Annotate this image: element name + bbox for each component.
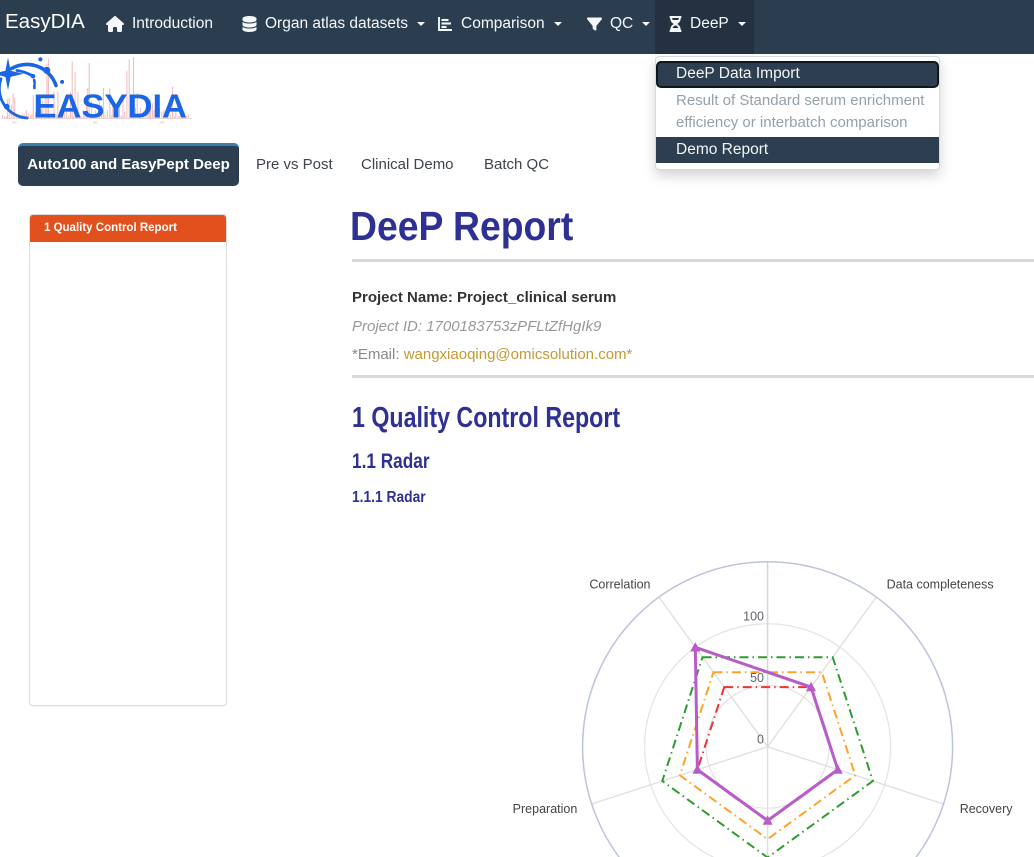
svg-text:Recovery: Recovery bbox=[960, 802, 1014, 816]
svg-text:20: 20 bbox=[93, 120, 98, 125]
svg-text:EASYDIA: EASYDIA bbox=[34, 88, 188, 125]
svg-text:100: 100 bbox=[743, 610, 764, 624]
svg-text:30: 30 bbox=[160, 120, 165, 125]
svg-text:10: 10 bbox=[12, 120, 17, 125]
svg-text:Correlation: Correlation bbox=[589, 578, 650, 592]
svg-text:Preparation: Preparation bbox=[513, 802, 578, 816]
svg-text:50: 50 bbox=[750, 671, 764, 685]
svg-text:0: 0 bbox=[757, 733, 764, 747]
svg-text:Data completeness: Data completeness bbox=[887, 578, 994, 592]
